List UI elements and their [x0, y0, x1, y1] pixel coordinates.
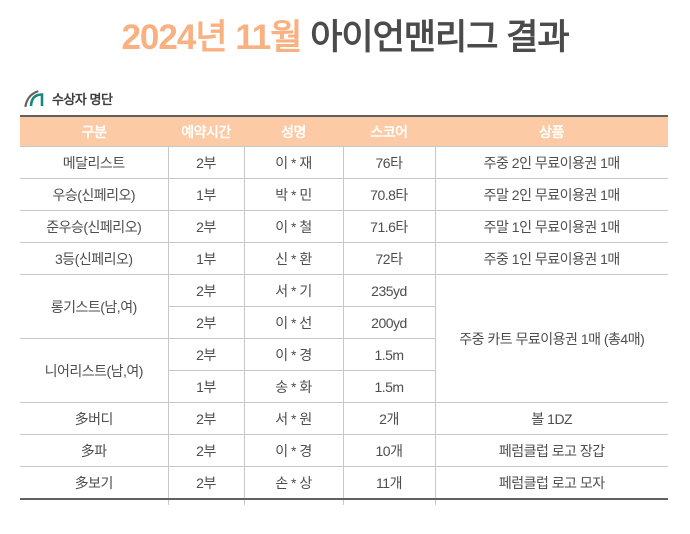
table-row: 2부 이 * 선 200yd [20, 306, 668, 340]
cell-name: 이 * 경 [243, 434, 344, 468]
page-title: 2024년 11월 아이언맨리그 결과 [0, 0, 690, 61]
cell-category: 메달리스트 [20, 146, 169, 180]
cell-name: 서 * 기 [243, 274, 344, 308]
cell-time: 2부 [167, 466, 245, 500]
cell-prize: 페럼클럽 로고 장갑 [434, 434, 668, 468]
table-row: 1부 송 * 화 1.5m [20, 370, 668, 404]
cell-name: 이 * 철 [243, 210, 344, 244]
cell-name: 송 * 화 [243, 370, 344, 404]
cell-prize: 주말 2인 무료이용권 1매 [434, 178, 668, 212]
cell-prize: 주중 카트 무료이용권 1매 (총4매) [434, 274, 668, 404]
table-row: 3등(신페리오) 1부 신 * 환 72타 주중 1인 무료이용권 1매 [20, 242, 668, 276]
winners-section-header: 수상자 명단 [24, 89, 690, 108]
table-row: 多버디 2부 서 * 원 2개 볼 1DZ [20, 402, 668, 436]
cell-prize: 볼 1DZ [434, 402, 668, 436]
cell-time: 1부 [167, 178, 245, 212]
table-row: 우승(신페리오) 1부 박 * 민 70.8타 주말 2인 무료이용권 1매 [20, 178, 668, 212]
cell-name: 이 * 재 [243, 146, 344, 180]
cell-time: 2부 [168, 306, 245, 340]
cell-time: 1부 [168, 370, 245, 404]
column-header-time: 예약시간 [168, 116, 244, 147]
cell-time: 2부 [167, 338, 245, 372]
cell-score: 72타 [342, 242, 436, 276]
cell-time: 2부 [167, 402, 245, 436]
dual-arc-logo-icon [24, 90, 44, 108]
cell-score: 235yd [342, 274, 436, 308]
cell-prize: 주말 1인 무료이용권 1매 [434, 210, 668, 244]
column-line-stubs [20, 500, 668, 506]
cell-score: 200yd [342, 306, 435, 340]
cell-time: 2부 [167, 274, 245, 308]
winners-table: 구분 예약시간 성명 스코어 상품 메달리스트 2부 이 * 재 76타 주중 … [20, 115, 668, 501]
cell-time: 2부 [167, 146, 245, 180]
cell-name: 이 * 선 [243, 306, 344, 340]
cell-name: 박 * 민 [243, 178, 344, 212]
cell-category: 롱기스트(남,여) [20, 274, 169, 340]
title-rest: 아이언맨리그 결과 [301, 18, 569, 57]
cell-category: 니어리스트(남,여) [20, 338, 169, 404]
cell-prize: 주중 2인 무료이용권 1매 [434, 146, 668, 180]
cell-time: 1부 [167, 242, 245, 276]
cell-category: 우승(신페리오) [20, 178, 169, 212]
table-header-row: 구분 예약시간 성명 스코어 상품 [20, 116, 668, 147]
column-header-prize: 상품 [435, 116, 668, 147]
cell-category: 3등(신페리오) [20, 242, 169, 276]
table-row: 준우승(신페리오) 2부 이 * 철 71.6타 주말 1인 무료이용권 1매 [20, 210, 668, 244]
cell-time: 2부 [167, 210, 245, 244]
section-label: 수상자 명단 [52, 92, 113, 108]
cell-score: 11개 [342, 466, 436, 500]
column-header-name: 성명 [244, 116, 343, 147]
cell-category: 준우승(신페리오) [20, 210, 169, 244]
cell-score: 71.6타 [342, 210, 436, 244]
table-row: 多파 2부 이 * 경 10개 페럼클럽 로고 장갑 [20, 434, 668, 468]
cell-name: 신 * 환 [243, 242, 344, 276]
table-row: 메달리스트 2부 이 * 재 76타 주중 2인 무료이용권 1매 [20, 146, 668, 180]
cell-score: 70.8타 [342, 178, 436, 212]
column-header-category: 구분 [20, 116, 168, 147]
cell-name: 이 * 경 [243, 338, 344, 372]
cell-prize: 주중 1인 무료이용권 1매 [434, 242, 668, 276]
table-row: 多보기 2부 손 * 상 11개 페럼클럽 로고 모자 [20, 466, 668, 500]
cell-score: 2개 [342, 402, 436, 436]
cell-time: 2부 [167, 434, 245, 468]
cell-category: 多보기 [20, 466, 169, 500]
cell-name: 손 * 상 [243, 466, 344, 500]
cell-category: 多파 [20, 434, 169, 468]
winners-table-wrap: 구분 예약시간 성명 스코어 상품 메달리스트 2부 이 * 재 76타 주중 … [20, 115, 668, 506]
cell-score: 1.5m [342, 370, 435, 404]
cell-score: 10개 [342, 434, 436, 468]
cell-prize: 페럼클럽 로고 모자 [434, 466, 668, 500]
cell-category: 多버디 [20, 402, 169, 436]
cell-score: 1.5m [342, 338, 435, 372]
table-row: 니어리스트(남,여) 2부 이 * 경 1.5m [20, 338, 668, 404]
table-row: 롱기스트(남,여) 2부 서 * 기 235yd 주중 카트 무료이용권 1매 … [20, 274, 668, 404]
column-header-score: 스코어 [343, 116, 435, 147]
cell-score: 76타 [342, 146, 436, 180]
title-month: 2024년 11월 [121, 18, 302, 57]
cell-name: 서 * 원 [243, 402, 344, 436]
